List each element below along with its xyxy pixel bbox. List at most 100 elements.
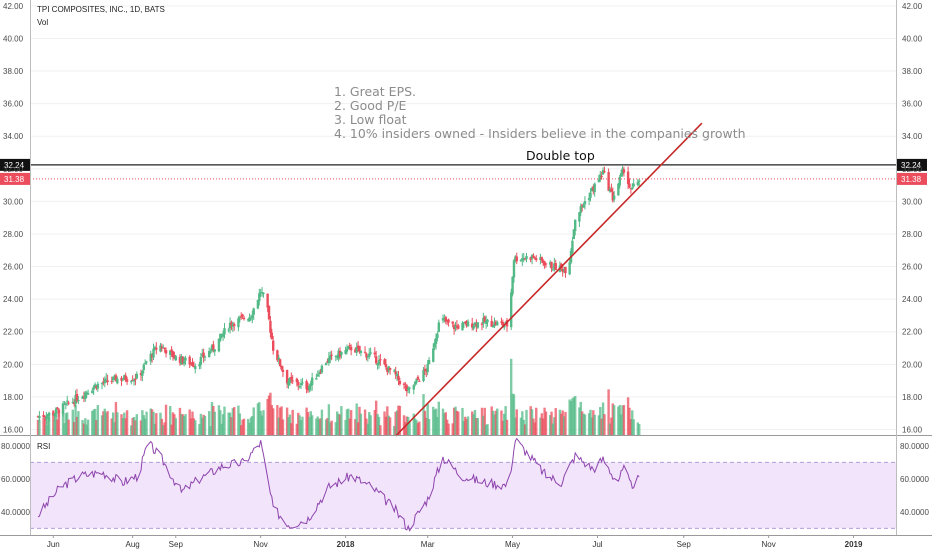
candle-body (52, 412, 55, 416)
rsi-series (37, 437, 640, 532)
candle-body (75, 393, 79, 402)
volume-bar (519, 417, 523, 435)
volume-bar (54, 412, 58, 435)
candle-body (490, 320, 493, 327)
candle-body (230, 322, 233, 326)
candle-body (309, 383, 312, 387)
candle-body (192, 365, 196, 368)
candle-body (130, 381, 133, 383)
volume-bar (509, 358, 513, 435)
candle-body (345, 348, 349, 352)
candle-body (608, 189, 612, 192)
volume-bar (301, 416, 304, 435)
volume-bar (249, 417, 253, 435)
candle-body (281, 369, 285, 373)
volume-bar (201, 417, 204, 435)
candle-body (413, 381, 417, 385)
volume-bar (632, 419, 635, 435)
volume-bar (153, 423, 157, 435)
candle-body (622, 169, 626, 173)
volume-bar (444, 412, 447, 435)
candle-body (141, 370, 144, 376)
volume-bar (169, 406, 172, 435)
volume-bar (512, 394, 516, 435)
volume-bar (116, 412, 119, 435)
candle-body (482, 317, 485, 324)
volume-bar (45, 424, 48, 435)
y-tick-label-right: 42.00 (902, 2, 923, 11)
time-axis: Jun Aug Sep Nov 2018 Mar May Jul Sep Nov 2019 (47, 535, 863, 549)
volume-bar (579, 401, 582, 435)
candle-body (433, 342, 436, 348)
volume-bar (308, 416, 311, 435)
volume-bar (227, 412, 230, 435)
candle-body (580, 204, 584, 207)
candle-body (514, 256, 517, 261)
candle-body (452, 325, 456, 330)
candle-body (515, 256, 518, 262)
last-price-badge-text-left: 31.38 (4, 175, 25, 184)
symbol-title[interactable]: TPI COMPOSITES, INC., 1D, BATS (37, 5, 165, 14)
candle-body (259, 292, 262, 294)
volume-bar (482, 415, 485, 435)
volume-bar (451, 423, 454, 435)
candle-body (540, 257, 544, 261)
candle-body (149, 353, 152, 362)
candle-body (539, 257, 542, 260)
volume-bar (285, 407, 289, 435)
candle-body (169, 350, 172, 355)
volume-bar (493, 414, 496, 435)
volume-bar (379, 425, 382, 435)
candle-body (100, 383, 104, 385)
volume-bar (239, 425, 243, 435)
x-tick-label: 2018 (337, 540, 355, 549)
volume-bar (621, 405, 624, 435)
candle-body (376, 363, 379, 366)
candle-body (405, 385, 409, 392)
volume-bar (246, 419, 250, 435)
volume-bar (631, 410, 634, 435)
candle-body (348, 345, 351, 347)
candle-body (249, 318, 253, 320)
volume-bar (242, 418, 246, 435)
volume-bar (230, 417, 233, 435)
volume-bar (366, 423, 370, 435)
volume-bar (320, 409, 324, 435)
y-tick-label-left: 18.00 (3, 393, 24, 402)
candle-body (36, 416, 40, 418)
overlay-lines: 32.24 32.24 31.38 31.38 (0, 122, 927, 437)
rsi-label[interactable]: RSI (37, 442, 50, 451)
candle-body (579, 206, 582, 213)
candle-body (340, 351, 343, 355)
volume-bar (483, 407, 486, 435)
candle-body (291, 380, 294, 382)
candle-body (493, 321, 496, 327)
volume-bar (272, 408, 275, 435)
volume-bar (369, 415, 372, 435)
volume-bar (432, 406, 435, 435)
volume-bar (427, 418, 431, 435)
volume-bar (251, 416, 254, 435)
volume-bar (529, 406, 532, 435)
volume-bar (184, 414, 187, 435)
volume-bar (359, 413, 363, 435)
candle-body (241, 314, 244, 317)
volume-bar (189, 418, 193, 435)
volume-bar (237, 405, 240, 435)
candle-body (457, 325, 460, 329)
volume-bar (560, 413, 563, 435)
resistance-badge-text-left: 32.24 (4, 161, 25, 170)
candle-body (54, 408, 58, 414)
candle-body (503, 325, 506, 328)
volume-bar (248, 422, 251, 435)
candle-body (57, 410, 61, 414)
rsi-tick-label-left: 60.0000 (1, 475, 30, 484)
candle-body (223, 328, 226, 335)
resistance-badge-text-right: 32.24 (901, 161, 922, 170)
candle-body (145, 361, 148, 363)
volume-bar (416, 423, 420, 435)
volume-bar (636, 422, 640, 435)
candle-body (53, 413, 56, 416)
volume-label[interactable]: Vol (37, 18, 48, 27)
volume-bar (316, 416, 319, 435)
